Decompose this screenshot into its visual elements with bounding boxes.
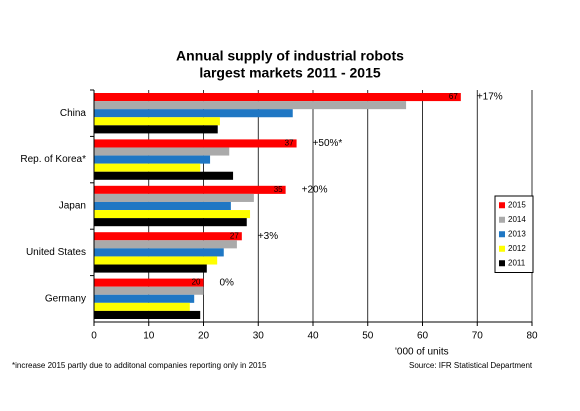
bar — [94, 294, 195, 303]
legend-swatch — [499, 245, 505, 252]
bar — [94, 147, 230, 156]
bar — [94, 139, 297, 148]
bar — [94, 171, 234, 180]
legend-swatch — [499, 231, 505, 238]
x-tick-label: 50 — [362, 331, 374, 342]
bar — [94, 310, 201, 319]
x-tick-label: 10 — [143, 331, 155, 342]
legend-swatch — [499, 260, 505, 267]
bar — [94, 101, 407, 110]
annotation: +20% — [302, 184, 328, 195]
bar — [94, 117, 220, 126]
bar — [94, 256, 218, 265]
legend-label: 2015 — [508, 200, 526, 209]
data-label: 37 — [285, 139, 294, 148]
bar — [94, 125, 218, 134]
x-tick-label: 70 — [472, 331, 484, 342]
legend-swatch — [499, 216, 505, 223]
x-tick-label: 80 — [526, 331, 538, 342]
bar — [94, 264, 207, 273]
x-tick-label: 40 — [307, 331, 319, 342]
x-tick-label: 30 — [253, 331, 265, 342]
chart-title: Annual supply of industrial robots — [176, 48, 404, 64]
bar — [94, 163, 201, 172]
x-tick-label: 20 — [198, 331, 210, 342]
y-tick-label: Germany — [45, 293, 86, 304]
bar — [94, 302, 190, 311]
y-tick-label: United States — [26, 247, 86, 258]
legend-swatch — [499, 202, 505, 209]
footnote: *increase 2015 partly due to additonal c… — [12, 361, 267, 370]
x-tick-label: 0 — [91, 331, 97, 342]
bar — [94, 248, 224, 257]
y-tick-label: Rep. of Korea* — [20, 154, 86, 165]
legend-label: 2014 — [508, 215, 526, 224]
x-axis-label: '000 of units — [395, 347, 449, 358]
legend-label: 2011 — [508, 258, 526, 267]
bar — [94, 210, 251, 219]
annotation: +17% — [477, 92, 503, 103]
bar — [94, 109, 293, 118]
data-label: 67 — [449, 92, 458, 101]
bar — [94, 278, 204, 287]
bar — [94, 201, 231, 211]
y-tick-label: China — [60, 108, 87, 119]
bar — [94, 193, 254, 202]
bar — [94, 93, 461, 102]
annotation: 0% — [220, 277, 235, 288]
data-label: 20 — [192, 278, 201, 287]
x-tick-label: 60 — [417, 331, 429, 342]
bar — [94, 286, 204, 295]
legend-label: 2012 — [508, 244, 526, 253]
bar — [94, 155, 211, 164]
bar — [94, 240, 237, 249]
annotation: +3% — [258, 231, 278, 242]
legend-label: 2013 — [508, 229, 526, 238]
source: Source: IFR Statistical Department — [409, 361, 533, 370]
bar — [94, 218, 247, 227]
bar — [94, 185, 286, 194]
y-tick-label: Japan — [59, 201, 86, 212]
annotation: +50%* — [313, 138, 343, 149]
chart-title: largest markets 2011 - 2015 — [199, 65, 381, 81]
bar — [94, 232, 242, 241]
data-label: 35 — [274, 185, 283, 194]
data-label: 27 — [230, 231, 239, 240]
